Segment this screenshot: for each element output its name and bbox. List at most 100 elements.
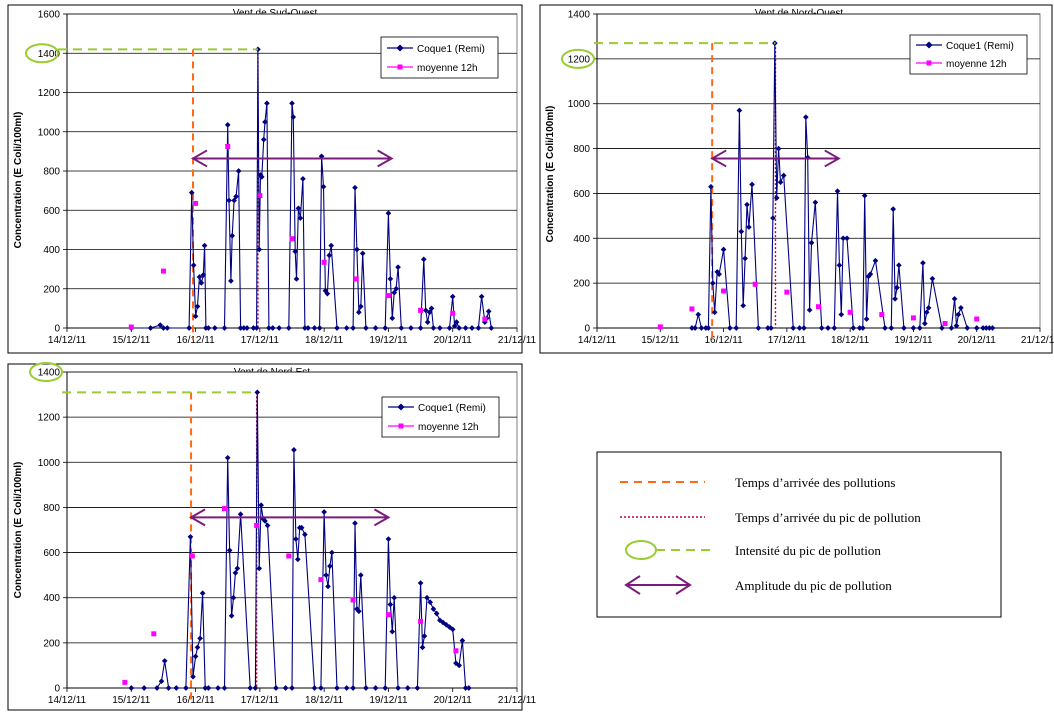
x-tick-label: 20/12/11 xyxy=(434,335,473,346)
point-coque1 xyxy=(863,316,870,322)
point-coque1 xyxy=(326,252,333,259)
point-coque1 xyxy=(395,264,401,270)
point-coque1 xyxy=(796,325,803,331)
point-coque1 xyxy=(173,685,180,691)
point-coque1 xyxy=(334,685,340,691)
point-coque1 xyxy=(449,626,456,633)
x-tick-label: 21/12/11 xyxy=(498,695,537,706)
point-coque1 xyxy=(939,325,945,331)
y-tick-label: 0 xyxy=(54,324,60,335)
point-moyenne-12h xyxy=(942,321,948,327)
point-coque1 xyxy=(141,685,147,691)
point-coque1 xyxy=(856,325,863,331)
point-coque1 xyxy=(964,325,971,331)
x-tick-label: 18/12/11 xyxy=(305,695,344,706)
point-coque1 xyxy=(812,199,819,206)
legend-box xyxy=(380,36,499,79)
point-coque1 xyxy=(408,325,414,331)
point-coque1 xyxy=(808,239,815,246)
point-coque1 xyxy=(896,262,902,269)
point-coque1 xyxy=(311,325,318,331)
y-axis-label: Concentration (E Coli/100ml) xyxy=(13,462,24,599)
point-coque1 xyxy=(357,572,364,578)
point-coque1 xyxy=(925,304,932,311)
point-coque1 xyxy=(200,272,207,278)
point-coque1 xyxy=(395,685,401,691)
y-axis-label: Concentration (E Coli/100ml) xyxy=(545,106,556,243)
point-moyenne-12h xyxy=(286,553,292,559)
point-coque1 xyxy=(692,325,698,331)
point-coque1 xyxy=(197,635,203,642)
point-coque1 xyxy=(229,232,236,239)
point-coque1 xyxy=(318,685,324,691)
point-coque1 xyxy=(387,276,394,282)
point-coque1 xyxy=(727,325,733,331)
point-coque1 xyxy=(194,303,201,310)
point-coque1 xyxy=(929,275,936,282)
y-tick-label: 600 xyxy=(43,206,60,217)
point-coque1 xyxy=(196,274,203,280)
point-coque1 xyxy=(186,325,192,331)
point-coque1 xyxy=(850,325,857,331)
point-moyenne-12h xyxy=(418,307,424,313)
point-coque1 xyxy=(164,325,171,331)
point-coque1 xyxy=(430,325,437,331)
point-coque1 xyxy=(252,685,259,691)
point-coque1 xyxy=(264,100,270,107)
x-tick-label: 15/12/11 xyxy=(641,335,680,346)
point-coque1 xyxy=(228,612,235,619)
point-coque1 xyxy=(221,685,228,691)
point-coque1 xyxy=(844,235,850,242)
point-coque1 xyxy=(350,685,356,691)
point-coque1 xyxy=(262,518,268,524)
point-coque1 xyxy=(414,685,421,691)
point-coque1 xyxy=(709,280,716,286)
point-coque1 xyxy=(695,311,702,318)
point-coque1 xyxy=(733,325,740,331)
x-tick-label: 14/12/11 xyxy=(48,335,87,346)
point-moyenne-12h xyxy=(453,648,459,654)
point-coque1 xyxy=(689,325,695,331)
point-coque1 xyxy=(459,637,466,644)
point-coque1 xyxy=(430,606,437,612)
point-coque1 xyxy=(831,325,838,331)
point-coque1 xyxy=(154,685,160,691)
point-coque1 xyxy=(901,325,907,331)
point-coque1 xyxy=(329,549,335,556)
y-tick-label: 400 xyxy=(573,234,590,245)
point-coque1 xyxy=(302,325,308,331)
point-coque1 xyxy=(356,309,362,316)
point-coque1 xyxy=(698,325,705,331)
key-label-peak-time: Temps d’arrivée du pic de pollution xyxy=(735,510,921,525)
legend-box xyxy=(381,396,500,438)
point-coque1 xyxy=(256,246,263,253)
point-coque1 xyxy=(859,325,866,331)
point-coque1 xyxy=(240,325,247,331)
legend-marker-moyenne xyxy=(398,423,404,429)
point-coque1 xyxy=(404,685,411,691)
point-moyenne-12h xyxy=(350,597,356,603)
point-coque1 xyxy=(300,176,306,182)
point-coque1 xyxy=(224,454,231,461)
chart-legend: Coque1 (Remi) moyenne 12h xyxy=(381,396,500,438)
point-coque1 xyxy=(738,228,745,235)
point-coque1 xyxy=(921,320,928,327)
y-tick-label: 1000 xyxy=(38,458,61,469)
legend-label-moyenne: moyenne 12h xyxy=(417,63,478,74)
point-coque1 xyxy=(228,278,234,284)
point-coque1 xyxy=(258,174,265,180)
y-tick-label: 400 xyxy=(43,245,60,256)
point-coque1 xyxy=(160,325,167,331)
point-coque1 xyxy=(720,246,727,253)
point-coque1 xyxy=(391,594,398,601)
legend-marker-coque1 xyxy=(397,403,405,411)
point-coque1 xyxy=(742,255,748,262)
y-tick-label: 1200 xyxy=(38,413,61,424)
point-coque1 xyxy=(128,685,135,691)
point-coque1 xyxy=(834,188,841,195)
point-coque1 xyxy=(199,590,206,597)
point-coque1 xyxy=(892,296,898,302)
point-coque1 xyxy=(237,511,244,518)
point-coque1 xyxy=(357,303,364,310)
point-coque1 xyxy=(352,520,358,527)
